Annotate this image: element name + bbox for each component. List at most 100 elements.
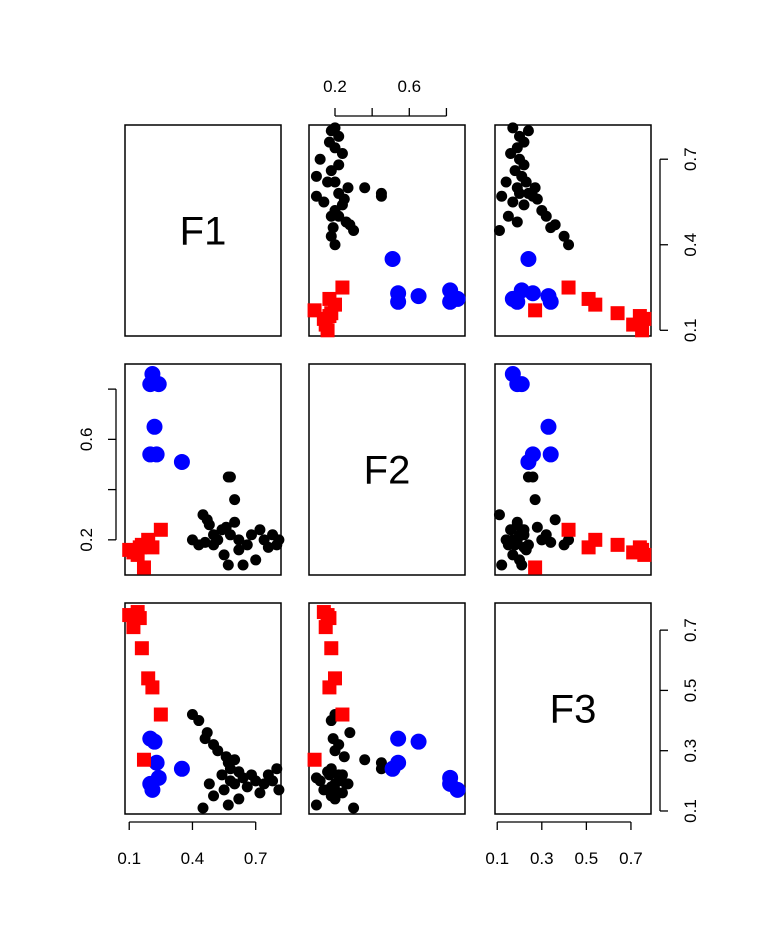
point-r2c1-s0-23	[273, 534, 285, 546]
point-r2c3-s0-2	[549, 514, 561, 526]
point-r3c1-s0-24	[218, 784, 230, 796]
x-tick-label-f1-0: 0.1	[117, 849, 141, 868]
point-r1c3-s0-26	[511, 216, 523, 228]
point-r1c3-s0-12	[511, 182, 523, 194]
point-r1c2-s0-27	[325, 210, 337, 222]
point-r2c1-s0-3	[199, 536, 211, 548]
point-r1c3-s0-3	[545, 222, 557, 234]
point-r1c3-s0-0	[563, 239, 575, 251]
point-r1c2-s0-10	[336, 199, 348, 211]
point-r3c2-s0-8	[375, 763, 387, 775]
y-tick-label-f3-3: 0.7	[681, 618, 700, 642]
point-r3c1-s2-2	[132, 611, 147, 626]
point-r3c1-s1-2	[150, 769, 167, 786]
panel-frame-1-2	[308, 124, 466, 337]
point-r2c3-s1-2	[513, 376, 530, 393]
point-r1c2-s0-0	[329, 239, 341, 251]
data-points	[122, 122, 652, 814]
point-r1c2-s1-6	[390, 285, 407, 302]
point-r3c2-s2-5	[322, 680, 337, 695]
x-tick-label-f1-1: 0.4	[181, 849, 205, 868]
point-r3c1-s0-21	[267, 775, 279, 787]
point-r1c2-s1-2	[442, 282, 459, 299]
point-r2c1-s0-11	[224, 529, 236, 541]
point-r3c1-s0-8	[224, 763, 236, 775]
point-r2c3-s0-1	[558, 539, 570, 551]
point-r3c2-s0-2	[344, 727, 356, 739]
point-r1c2-s0-28	[329, 176, 341, 188]
point-r3c1-s0-17	[250, 775, 262, 787]
point-r1c2-s0-8	[375, 187, 387, 199]
axes: 0.1 0.4 0.7 0.2 0.6 0.1 0.3 0.5 0.7 0.1 0.4 0.7 0.2 0…	[77, 77, 700, 868]
point-r1c2-s0-17	[314, 153, 326, 165]
point-r3c1-s1-6	[148, 754, 165, 771]
variable-label-f1: F1	[180, 210, 227, 254]
point-r3c1-s2-6	[153, 707, 168, 722]
point-r1c2-s0-21	[333, 130, 345, 142]
y-tick-label-f1-0: 0.1	[681, 318, 700, 342]
point-r2c1-s1-2	[150, 376, 167, 393]
point-r3c1-s1-4	[142, 730, 159, 747]
point-r2c1-s1-5	[173, 453, 190, 470]
point-r3c1-s1-5	[173, 760, 190, 777]
point-r1c2-s0-24	[318, 196, 330, 208]
point-r1c3-s2-5	[581, 291, 596, 306]
point-r2c3-s1-4	[542, 446, 559, 463]
point-r2c1-s2-6	[153, 522, 168, 537]
point-r1c3-s2-2	[632, 309, 647, 324]
point-r1c3-s0-15	[509, 165, 521, 177]
point-r3c2-s0-22	[325, 763, 337, 775]
point-r1c2-s0-9	[359, 182, 371, 194]
point-r3c2-s0-6	[338, 751, 350, 763]
point-r3c1-s0-22	[271, 763, 283, 775]
x-tick-label-f3-1: 0.3	[530, 849, 554, 868]
point-r2c3-s0-5	[536, 534, 548, 546]
point-r1c2-s0-23	[329, 122, 341, 134]
point-r3c1-s0-3	[199, 733, 211, 745]
point-r1c2-s0-18	[336, 148, 348, 160]
x-tick-label-f3-0: 0.1	[485, 849, 509, 868]
point-r2c1-s0-29	[197, 509, 209, 521]
point-r3c1-s0-29	[197, 802, 209, 814]
point-r3c1-s0-18	[254, 787, 266, 799]
point-r1c3-s0-21	[514, 130, 526, 142]
point-r1c3-s0-5	[536, 205, 548, 217]
point-r1c2-s0-16	[333, 159, 345, 171]
point-r3c2-s0-26	[340, 778, 352, 790]
point-r3c1-s0-12	[229, 778, 241, 790]
point-r3c2-s0-5	[329, 745, 341, 757]
panel-frame-3-2	[308, 602, 466, 815]
point-r3c1-s0-14	[237, 772, 249, 784]
point-r1c2-s0-3	[327, 222, 339, 234]
point-r1c2-s2-6	[335, 280, 350, 295]
point-r3c1-s0-27	[208, 790, 220, 802]
point-r1c3-s2-7	[528, 303, 543, 318]
point-r2c1-s0-8	[224, 471, 236, 483]
point-r2c3-s2-6	[561, 522, 576, 537]
point-r2c3-s0-26	[511, 519, 523, 531]
point-r1c3-s1-5	[520, 251, 537, 268]
point-r1c3-s0-25	[496, 190, 508, 202]
variable-label-f3: F3	[550, 688, 597, 732]
point-r1c2-s1-3	[410, 288, 427, 305]
panel-frame-3-1	[124, 602, 282, 815]
point-r3c2-s0-17	[314, 775, 326, 787]
point-r2c1-s1-6	[148, 446, 165, 463]
point-r3c1-s0-9	[229, 754, 241, 766]
y-tick-label-f3-1: 0.3	[681, 739, 700, 763]
point-r1c2-s0-11	[333, 187, 345, 199]
point-r2c1-s0-24	[218, 549, 230, 561]
point-r2c1-s0-13	[233, 544, 245, 556]
point-r3c1-s0-28	[233, 793, 245, 805]
panel-frames	[124, 124, 652, 815]
point-r2c1-s0-10	[216, 524, 228, 536]
panel-frame-1-1	[124, 124, 282, 337]
point-r3c2-s2-3	[324, 641, 339, 656]
point-r2c3-s0-9	[529, 494, 541, 506]
point-r3c1-s0-19	[258, 778, 270, 790]
point-r1c3-s1-4	[542, 293, 559, 310]
x-tick-label-f2-0: 0.2	[323, 77, 347, 96]
point-r3c2-s1-4	[390, 730, 407, 747]
point-r3c2-s1-3	[410, 733, 427, 750]
x-tick-label-f3-3: 0.7	[619, 849, 643, 868]
